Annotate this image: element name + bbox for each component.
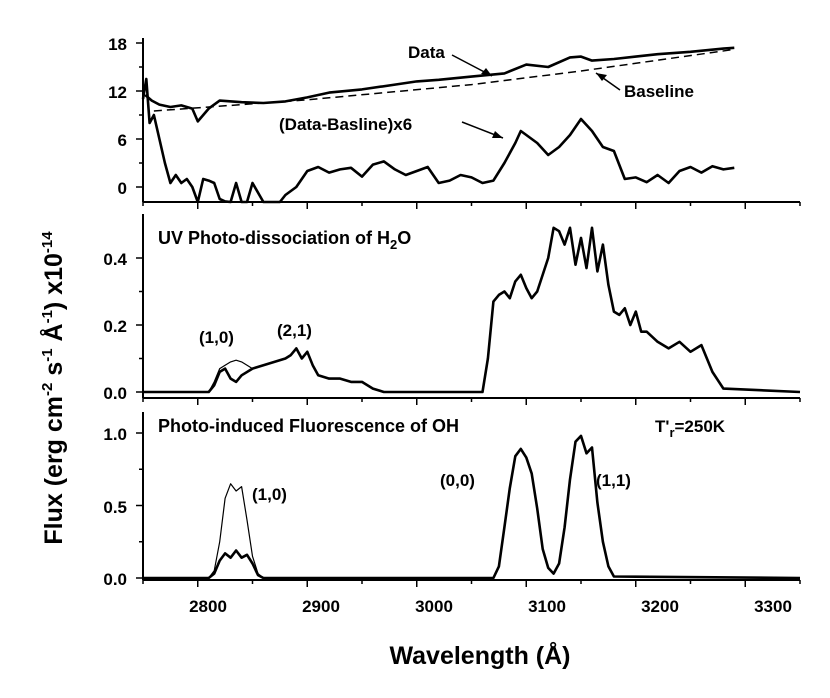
y-tick-labels: 18 12 6 0 0.4 0.2 0.0 1.0 0.5 0.0 — [103, 35, 127, 589]
series-line-top-1 — [153, 48, 735, 112]
y-axis-title-superscript: -1 — [39, 348, 56, 361]
temperature-part: T' — [655, 417, 669, 436]
y-tick-label: 0.5 — [103, 498, 127, 517]
axis-ticks — [136, 42, 801, 587]
y-axis-title-part: ) x10 — [40, 253, 68, 310]
peak-label-1-0: (1,0) — [199, 328, 234, 347]
data-series — [141, 46, 801, 580]
x-tick-label: 3000 — [415, 597, 453, 616]
y-tick-label: 0.0 — [103, 570, 127, 589]
temperature-subscript: r — [669, 425, 674, 440]
baseline-label: Baseline — [624, 82, 694, 101]
y-tick-label: 0 — [118, 179, 127, 198]
data-arrowhead — [481, 68, 492, 76]
middle-panel-title: UV Photo-dissociation of H2O — [158, 228, 411, 252]
y-axis-title-superscript: -2 — [39, 383, 56, 396]
peak-label-1-1: (1,1) — [596, 471, 631, 490]
series-line-top-2 — [141, 77, 735, 204]
series-line-middle-1 — [208, 359, 264, 393]
x-tick-label: 3300 — [754, 597, 792, 616]
series-line-middle-0 — [143, 226, 801, 394]
peak-label-2-1: (2,1) — [277, 321, 312, 340]
diff-arrowhead — [492, 131, 503, 138]
diff-label: (Data-Basline)x6 — [279, 115, 412, 134]
top-panel-annotations: Data Baseline (Data-Basline)x6 — [279, 43, 694, 139]
baseline-arrowhead — [596, 73, 607, 81]
bottom-panel-title: Photo-induced Fluorescence of OH — [158, 416, 459, 436]
x-tick-label: 2800 — [189, 597, 227, 616]
x-axis-title: Wavelength (Å) — [389, 641, 570, 670]
series-line-bottom-0 — [143, 434, 801, 580]
peak-label-1-0: (1,0) — [252, 485, 287, 504]
middle-panel-annotations: UV Photo-dissociation of H2O (1,0) (2,1) — [158, 228, 411, 347]
y-tick-label: 1.0 — [103, 425, 127, 444]
middle-panel-title-subscript: 2 — [390, 237, 397, 252]
x-tick-label: 3100 — [528, 597, 566, 616]
y-tick-label: 0.0 — [103, 384, 127, 403]
y-axis-title-part: Flux (erg cm — [40, 396, 68, 545]
temperature-part: =250K — [675, 417, 726, 436]
y-axis-title-part: s — [40, 362, 68, 383]
y-tick-label: 12 — [108, 83, 127, 102]
y-tick-label: 0.4 — [103, 250, 127, 269]
panel-frames — [142, 38, 800, 581]
series-line-bottom-1 — [208, 483, 264, 579]
peak-label-0-0: (0,0) — [440, 471, 475, 490]
data-label: Data — [408, 43, 445, 62]
y-tick-label: 6 — [118, 131, 127, 150]
middle-panel-title-part: UV Photo-dissociation of H — [158, 228, 390, 248]
y-axis-title-part: Å — [39, 323, 68, 348]
x-tick-label: 3200 — [641, 597, 679, 616]
y-tick-label: 0.2 — [103, 317, 127, 336]
temperature-label: T'r=250K — [655, 417, 726, 440]
series-line-top-0 — [144, 46, 735, 123]
y-axis-title-superscript: -14 — [39, 231, 56, 253]
y-tick-label: 18 — [108, 35, 127, 54]
y-axis-title-superscript: -1 — [39, 310, 56, 323]
bottom-panel-annotations: Photo-induced Fluorescence of OH T'r=250… — [158, 416, 726, 504]
x-tick-labels: 2800 2900 3000 3100 3200 3300 — [189, 597, 792, 616]
x-tick-label: 2900 — [302, 597, 340, 616]
middle-panel-title-part: O — [397, 228, 411, 248]
y-axis-title: Flux (erg cm-2 s-1 Å-1) x10-14 — [39, 231, 68, 545]
